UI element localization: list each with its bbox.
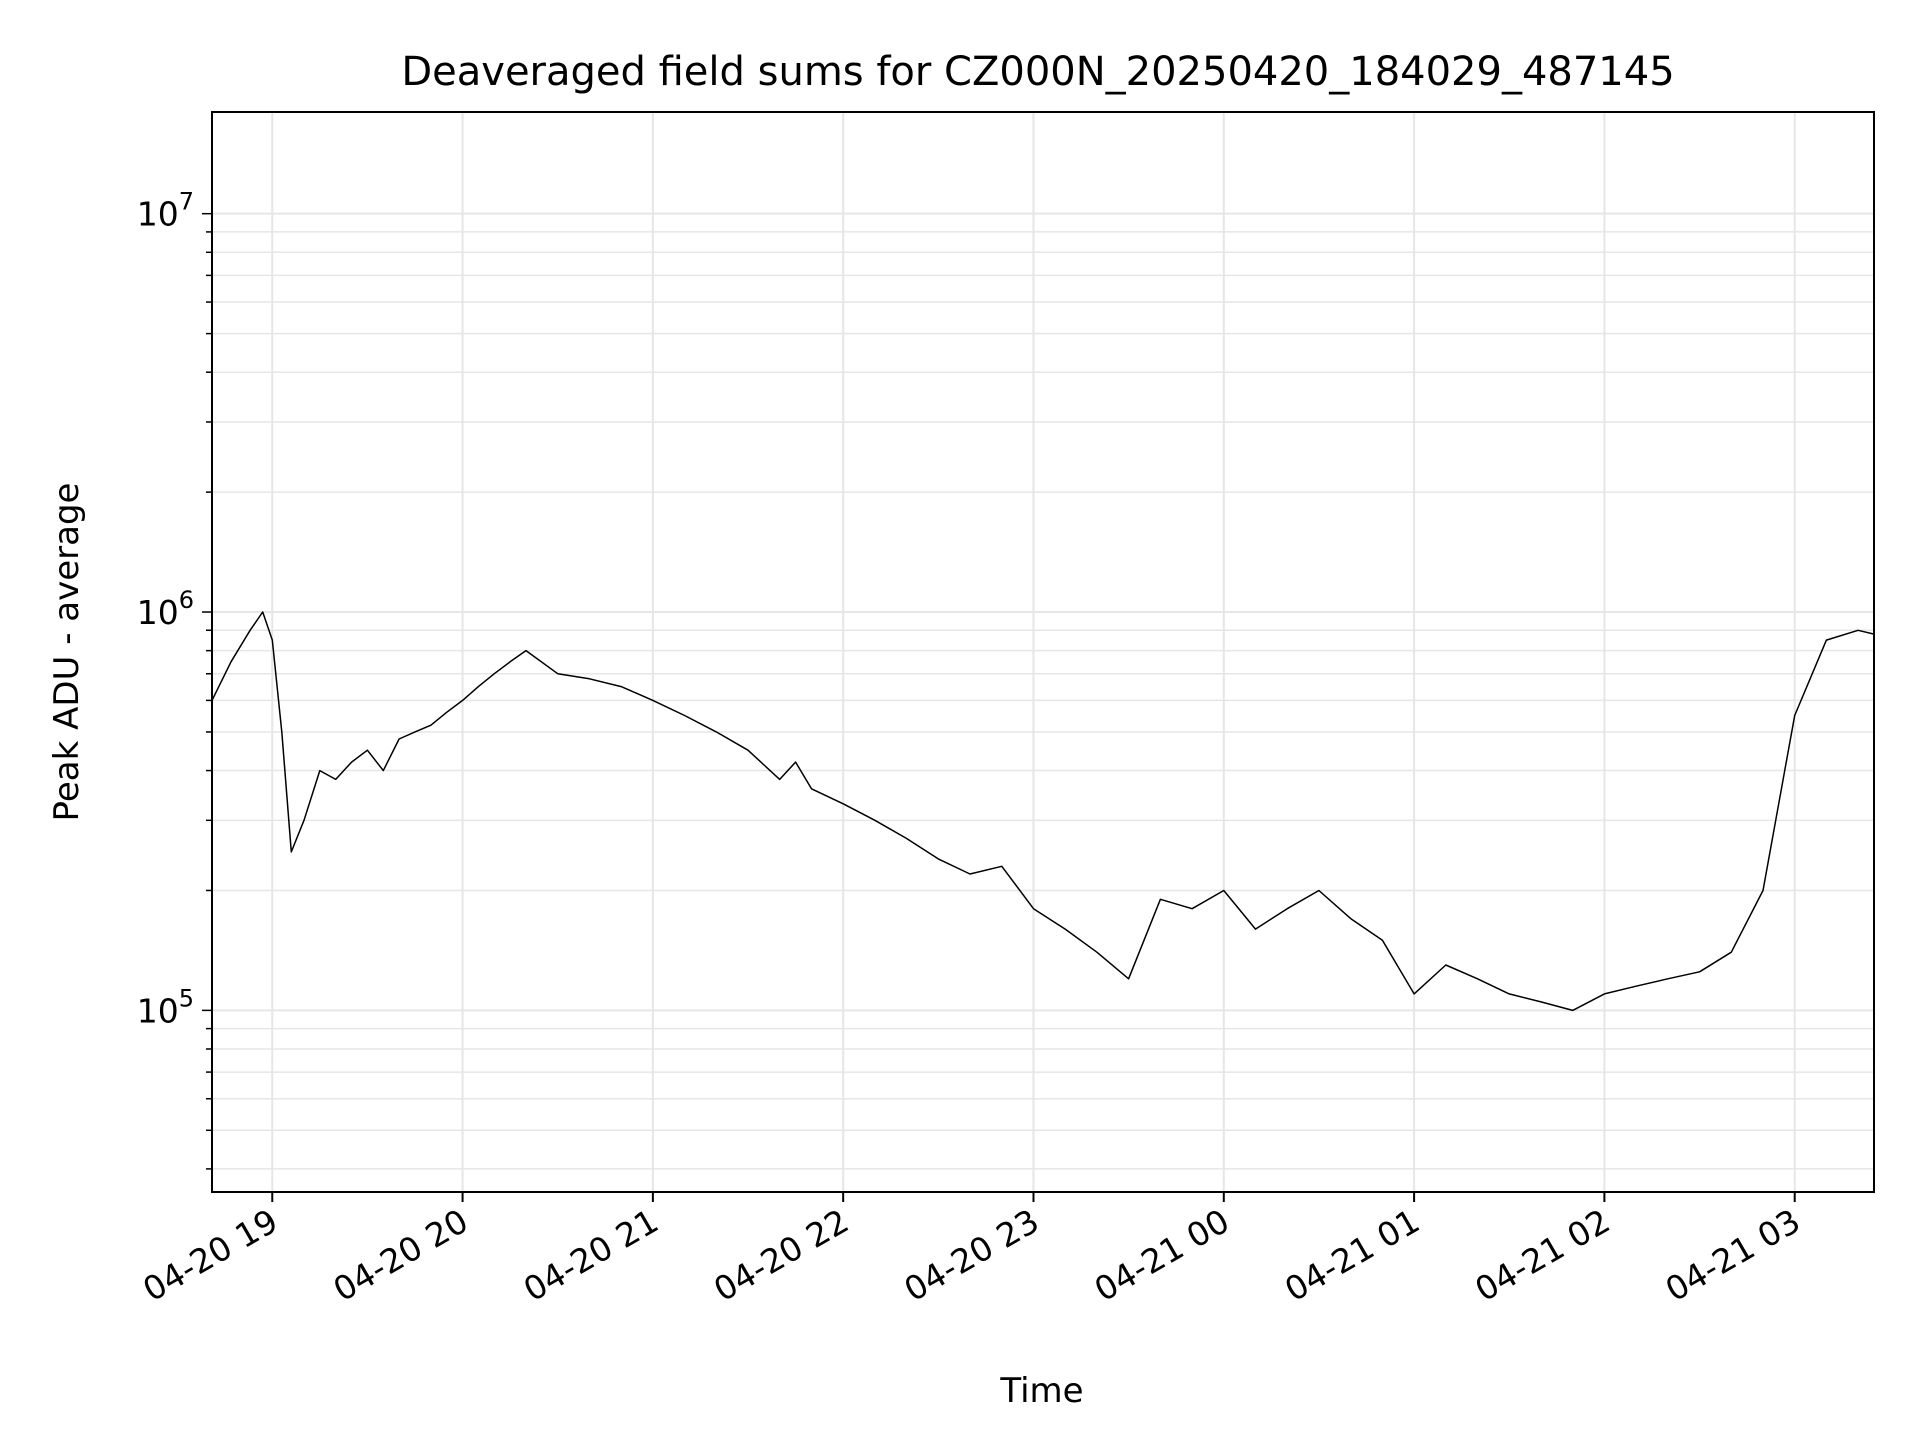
chart-title: Deaveraged field sums for CZ000N_2025042… [401, 49, 1674, 95]
y-tick-label: 107 [137, 188, 194, 234]
grid-lines [212, 112, 1874, 1192]
y-tick-label: 106 [137, 586, 194, 632]
y-axis-ticks: 105 106 107 [137, 188, 212, 1170]
x-axis-label: Time [999, 1371, 1083, 1411]
y-axis-label: Peak ADU - average [47, 483, 87, 822]
series-group [211, 611, 1875, 1012]
series-line [211, 611, 1875, 1012]
plot-area-frame [211, 111, 1875, 1193]
y-tick-label: 105 [137, 984, 194, 1030]
